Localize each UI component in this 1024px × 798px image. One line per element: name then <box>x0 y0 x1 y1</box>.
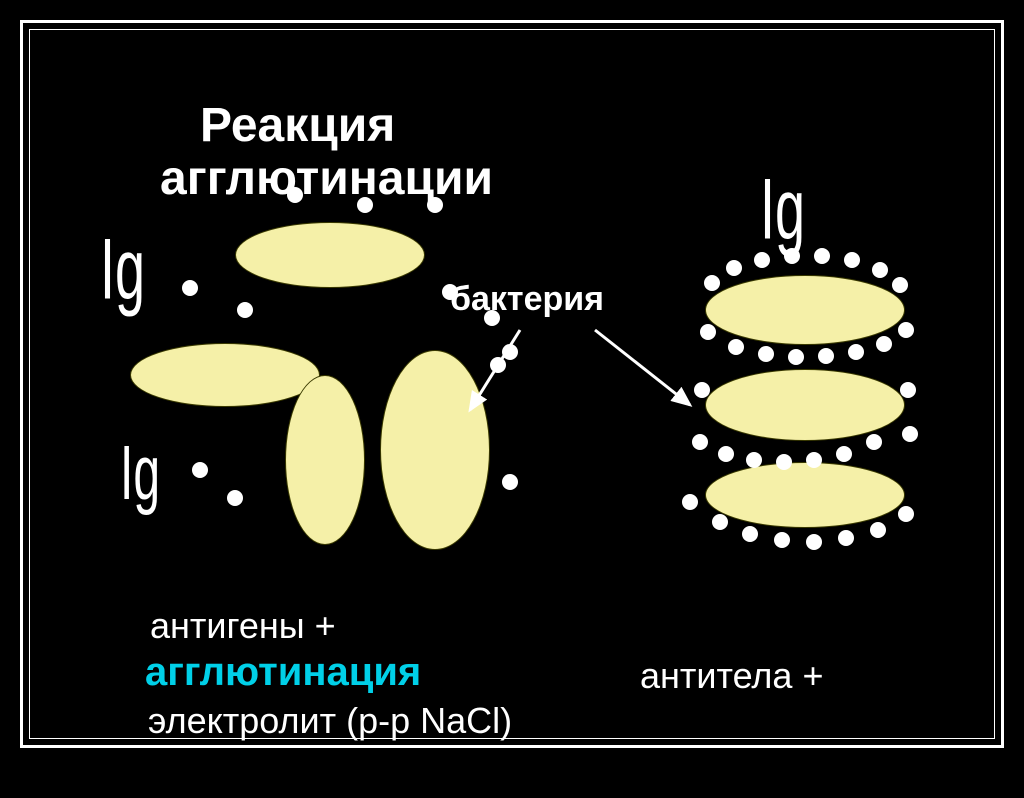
slide-content: РеакцияагглютинациибактерияIgIgIgантиген… <box>30 30 994 738</box>
bottom-text-line: антитела + <box>640 655 823 697</box>
bottom-text-line: электролит (р-р NaCl) <box>148 700 512 742</box>
outer-frame: РеакцияагглютинациибактерияIgIgIgантиген… <box>20 20 1004 748</box>
bottom-text-line: агглютинация <box>145 650 421 695</box>
bottom-text-line: антигены + <box>150 605 336 647</box>
arrow <box>470 330 520 410</box>
arrow <box>595 330 690 405</box>
inner-frame: РеакцияагглютинациибактерияIgIgIgантиген… <box>29 29 995 739</box>
